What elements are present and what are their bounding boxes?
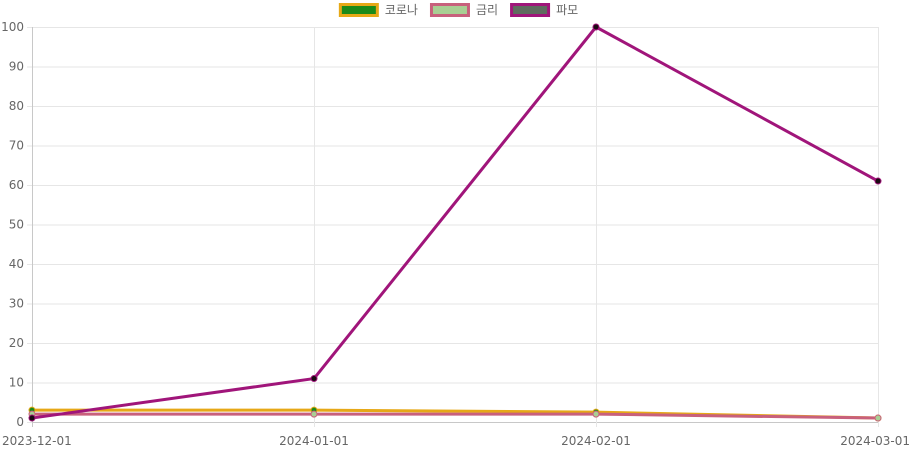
y-tick-label: 20: [9, 336, 24, 350]
legend-label: 파모: [556, 3, 578, 17]
x-tick-label: 2024-03-01: [840, 434, 910, 448]
legend[interactable]: 코로나 금리 파모: [338, 3, 579, 17]
series-line-3: [30, 25, 880, 420]
y-tick-label: 90: [9, 60, 24, 74]
data-point[interactable]: [874, 177, 882, 185]
y-tick-label: 40: [9, 257, 24, 271]
legend-swatch: [510, 3, 551, 17]
y-tick-label: 60: [9, 178, 24, 192]
y-tick-label: 50: [9, 218, 24, 232]
y-tick-label: 10: [9, 376, 24, 390]
legend-item-3[interactable]: 파모: [510, 3, 579, 17]
data-point[interactable]: [28, 414, 36, 422]
data-point[interactable]: [310, 410, 318, 418]
x-tick-label: 2023-12-01: [2, 434, 72, 448]
data-point[interactable]: [592, 23, 600, 31]
y-tick-label: 30: [9, 297, 24, 311]
x-tick-label: 2024-02-01: [561, 434, 631, 448]
y-tick-label: 70: [9, 139, 24, 153]
y-tick-label: 100: [1, 20, 24, 34]
legend-label: 금리: [476, 3, 498, 17]
legend-label: 코로나: [385, 3, 418, 17]
legend-item-1[interactable]: 코로나: [338, 3, 418, 17]
x-tick-label: 2024-01-01: [279, 434, 349, 448]
data-point[interactable]: [874, 414, 882, 422]
grid-layer: [32, 27, 879, 427]
y-tick-label: 0: [16, 415, 24, 429]
data-point[interactable]: [310, 375, 318, 383]
data-point[interactable]: [592, 410, 600, 418]
axis-layer: 0 10 20 30 40 50 60 70 80 90 100 2023-12-01 2024-01-…: [1, 20, 910, 448]
series-line-2: [30, 412, 880, 420]
legend-swatch: [429, 3, 470, 17]
y-tick-label: 80: [9, 99, 24, 113]
legend-item-2[interactable]: 금리: [429, 3, 498, 17]
legend-swatch: [338, 3, 379, 17]
series-layer: [28, 23, 882, 422]
